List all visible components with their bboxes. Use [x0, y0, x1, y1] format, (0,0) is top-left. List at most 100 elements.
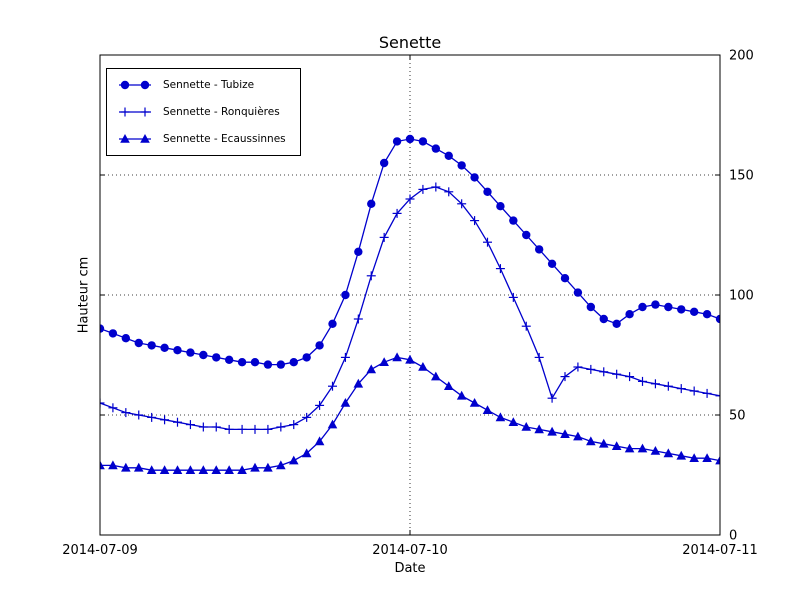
circle-marker-icon	[379, 158, 389, 168]
circle-marker-icon	[140, 80, 150, 90]
triangle-marker-icon	[263, 462, 273, 472]
circle-marker-icon	[702, 310, 712, 319]
triangle-marker-icon	[650, 446, 661, 455]
circle-marker-icon	[547, 259, 557, 268]
triangle-marker-icon	[146, 465, 157, 474]
circle-marker-icon	[289, 358, 298, 367]
triangle-marker-icon	[121, 462, 131, 472]
triangle-marker-icon	[715, 455, 720, 465]
triangle-marker-icon	[140, 134, 150, 143]
triangle-marker-icon	[482, 405, 493, 414]
circle-marker-icon	[121, 334, 131, 343]
triangle-marker-icon	[211, 465, 222, 474]
triangle-marker-icon	[702, 453, 712, 462]
triangle-marker-icon	[663, 448, 674, 458]
circle-marker-icon	[444, 151, 453, 160]
legend: Sennette - Tubize Sennette - Ronquières Se…	[106, 68, 301, 156]
triangle-marker-icon	[100, 460, 105, 470]
circle-marker-icon	[328, 319, 337, 328]
triangle-marker-icon	[521, 422, 532, 431]
triangle-marker-icon	[327, 419, 338, 429]
legend-item-2: Sennette - Ronquières	[117, 105, 286, 119]
triangle-marker-icon	[624, 443, 635, 453]
triangle-marker-icon	[314, 436, 325, 446]
circle-marker-icon	[237, 358, 247, 367]
triangle-marker-icon	[224, 465, 234, 474]
legend-item-3: Sennette - Ecaussinnes	[117, 132, 286, 146]
y-tick-label: 100	[729, 289, 754, 304]
triangle-marker-icon	[198, 465, 209, 474]
circle-marker-icon	[224, 355, 234, 364]
legend-triangle-marker-icon	[119, 134, 151, 143]
triangle-marker-icon	[392, 352, 402, 362]
circle-marker-icon	[212, 353, 221, 362]
triangle-marker-icon	[534, 424, 544, 434]
triangle-marker-icon	[276, 460, 286, 470]
circle-marker-icon	[677, 305, 686, 314]
x-tick-label: 2014-07-10	[372, 543, 448, 558]
triangle-marker-icon	[611, 441, 622, 450]
triangle-marker-icon	[159, 465, 170, 474]
triangle-marker-icon	[340, 398, 351, 407]
series-line	[100, 356, 720, 471]
circle-marker-icon	[418, 137, 428, 146]
triangle-marker-icon	[237, 465, 247, 474]
circle-marker-icon	[470, 173, 479, 182]
triangle-marker-icon	[185, 465, 196, 474]
circle-marker-icon	[367, 199, 376, 208]
circle-marker-icon	[689, 307, 699, 316]
circle-marker-icon	[638, 302, 647, 312]
triangle-marker-icon	[443, 381, 454, 390]
circle-marker-icon	[457, 161, 466, 170]
circle-marker-icon	[560, 274, 570, 283]
circle-marker-icon	[108, 329, 118, 338]
circle-marker-icon	[147, 341, 156, 350]
circle-marker-icon	[612, 319, 621, 328]
circle-marker-icon	[276, 360, 286, 369]
triangle-marker-icon	[172, 465, 183, 474]
legend-label: Sennette - Tubize	[163, 79, 255, 91]
triangle-marker-icon	[676, 450, 687, 460]
circle-marker-icon	[599, 314, 608, 324]
triangle-marker-icon	[431, 371, 441, 381]
circle-marker-icon	[160, 343, 169, 352]
circle-marker-icon	[625, 310, 634, 319]
x-tick-label: 2014-07-11	[682, 543, 758, 558]
triangle-marker-icon	[288, 455, 299, 465]
series-1	[100, 134, 720, 369]
triangle-marker-icon	[547, 426, 557, 436]
triangle-marker-icon	[366, 364, 377, 374]
triangle-marker-icon	[560, 429, 570, 438]
legend-label: Sennette - Ecaussinnes	[163, 133, 286, 145]
triangle-marker-icon	[495, 412, 506, 422]
triangle-marker-icon	[405, 354, 415, 364]
triangle-marker-icon	[573, 431, 583, 441]
circle-marker-icon	[134, 338, 143, 348]
circle-marker-icon	[392, 137, 402, 146]
circle-marker-icon	[120, 80, 130, 90]
series-2	[100, 182, 720, 434]
circle-marker-icon	[199, 350, 208, 360]
legend-plus-marker-icon	[119, 107, 151, 117]
circle-marker-icon	[354, 247, 363, 256]
circle-marker-icon	[405, 134, 415, 144]
chart-title: Senette	[378, 33, 442, 52]
triangle-marker-icon	[301, 448, 312, 458]
triangle-marker-icon	[469, 398, 480, 407]
legend-item-1: Sennette - Tubize	[117, 78, 286, 92]
x-axis-label: Date	[394, 561, 426, 576]
y-tick-label: 0	[729, 529, 737, 544]
triangle-marker-icon	[108, 460, 118, 470]
circle-marker-icon	[534, 245, 544, 254]
triangle-marker-icon	[456, 390, 467, 400]
circle-marker-icon	[173, 346, 182, 355]
circle-marker-icon	[431, 144, 441, 153]
circle-marker-icon	[496, 202, 505, 211]
triangle-marker-icon	[418, 362, 428, 371]
y-tick-label: 200	[729, 49, 754, 64]
triangle-marker-icon	[353, 378, 364, 388]
legend-label: Sennette - Ronquières	[163, 106, 280, 118]
circle-marker-icon	[651, 300, 660, 309]
circle-marker-icon	[483, 187, 492, 196]
